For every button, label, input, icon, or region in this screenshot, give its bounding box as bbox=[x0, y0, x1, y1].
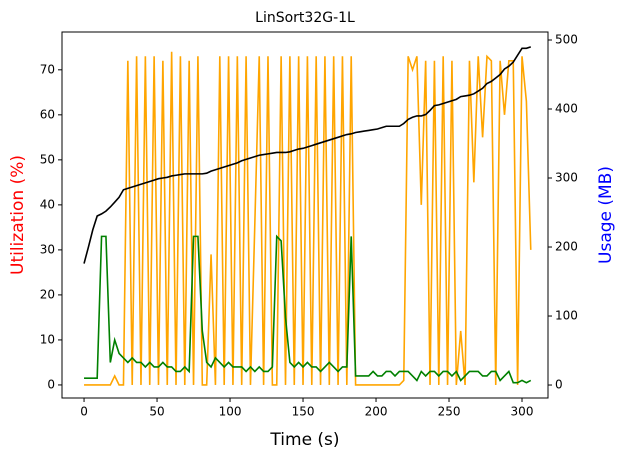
series-line bbox=[84, 234, 532, 384]
series-line bbox=[83, 46, 532, 264]
y-tick-label: 30 bbox=[40, 242, 55, 256]
y-tick-label: 20 bbox=[40, 287, 55, 301]
x-tick-label: 150 bbox=[292, 405, 315, 419]
y-tick-label: 0 bbox=[47, 377, 55, 391]
y2-tick-label: 0 bbox=[555, 378, 563, 392]
y-tick-label: 40 bbox=[40, 197, 55, 211]
y-axis-label: Utilization (%) bbox=[8, 155, 28, 275]
y2-tick-label: 300 bbox=[555, 171, 578, 185]
y2-axis-label: Usage (MB) bbox=[596, 166, 616, 264]
y-tick-label: 70 bbox=[40, 62, 55, 76]
x-axis-label: Time (s) bbox=[269, 430, 339, 450]
plot-frame bbox=[61, 31, 549, 399]
x-tick-label: 200 bbox=[365, 405, 388, 419]
x-tick-label: 100 bbox=[219, 405, 242, 419]
series-line bbox=[84, 51, 532, 386]
y-tick-label: 10 bbox=[40, 332, 55, 346]
y2-tick-label: 500 bbox=[555, 33, 578, 47]
chart-title: LinSort32G-1L bbox=[255, 10, 355, 26]
y-tick-label: 60 bbox=[40, 107, 55, 121]
y2-tick-label: 200 bbox=[555, 240, 578, 254]
y-tick-label: 50 bbox=[40, 152, 55, 166]
x-tick-label: 250 bbox=[438, 405, 461, 419]
x-tick-label: 0 bbox=[80, 405, 88, 419]
y2-tick-label: 400 bbox=[555, 102, 578, 116]
x-tick-label: 300 bbox=[511, 405, 534, 419]
x-tick-label: 50 bbox=[149, 405, 164, 419]
y2-tick-label: 100 bbox=[555, 309, 578, 323]
